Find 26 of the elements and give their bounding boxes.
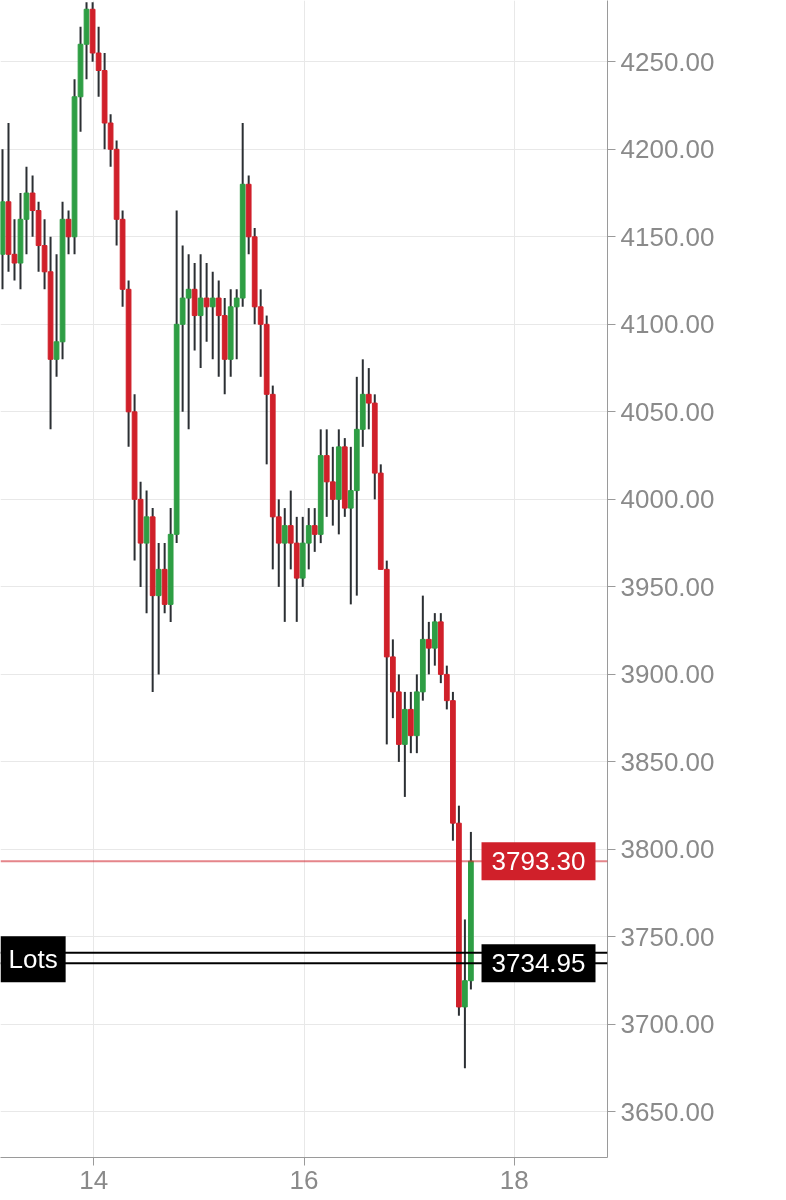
x-tick-label: 18	[499, 1164, 529, 1195]
y-tick-label: 4250.00	[620, 46, 715, 77]
candlestick	[197, 253, 204, 370]
y-tick-label: 4000.00	[620, 484, 715, 515]
y-tick-label: 3950.00	[620, 571, 715, 602]
y-tick-label: 3700.00	[620, 1009, 715, 1040]
y-tick-label: 4150.00	[620, 221, 715, 252]
ref-line-label: 3793.30	[491, 846, 586, 877]
y-tick-label: 3850.00	[620, 746, 715, 777]
y-tick-label: 3800.00	[620, 834, 715, 865]
candlestick	[65, 209, 72, 256]
candlestick	[311, 507, 318, 553]
candlestick	[425, 620, 432, 676]
y-tick-label: 4050.00	[620, 396, 715, 427]
y-tick-label: 4100.00	[620, 309, 715, 340]
candlestick	[281, 507, 288, 623]
x-tick-label: 14	[79, 1164, 109, 1195]
y-tick-label: 4200.00	[620, 134, 715, 165]
candlestick	[209, 270, 216, 361]
x-tick-label: 16	[289, 1164, 319, 1195]
annotation: Lots	[8, 944, 58, 975]
candlestick	[203, 262, 210, 343]
y-tick-label: 3650.00	[620, 1096, 715, 1127]
y-tick-label: 3900.00	[620, 659, 715, 690]
ref-line-label: 3734.95	[491, 948, 586, 979]
y-tick-label: 3750.00	[620, 921, 715, 952]
